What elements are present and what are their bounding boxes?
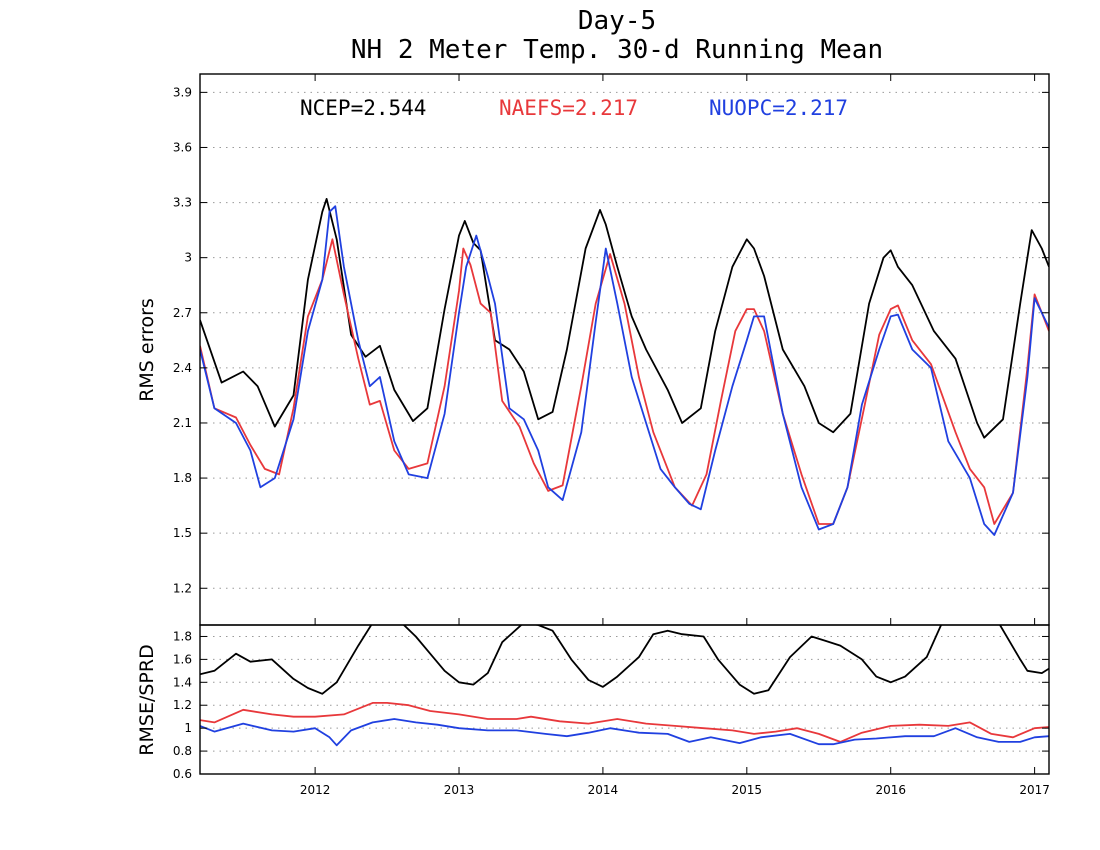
- legend-entry-nuopc: NUOPC=2.217: [709, 96, 848, 120]
- top-y-tick-label: 2.1: [173, 416, 192, 430]
- top-series-line-1: [200, 238, 1049, 525]
- x-tick-label: 2016: [875, 783, 906, 797]
- top-panel-frame: [199, 73, 1050, 626]
- x-tick-label: 2017: [1019, 783, 1050, 797]
- bottom-series-line-0: [200, 625, 1049, 695]
- top-y-tick-label: 3.6: [173, 140, 192, 154]
- chart-title: Day-5: [578, 6, 656, 36]
- legend-entry-naefs: NAEFS=2.217: [499, 96, 638, 120]
- bottom-y-tick-label: 1.2: [173, 698, 192, 712]
- bottom-panel-grid: [200, 635, 1049, 775]
- chart-subtitle: NH 2 Meter Temp. 30-d Running Mean: [351, 35, 883, 65]
- bottom-series-line-2: [200, 718, 1049, 747]
- top-y-tick-label: 2.4: [173, 361, 192, 375]
- bottom-y-axis-label: RMSE/SPRD: [136, 644, 158, 755]
- bottom-y-tick-label: 0.8: [173, 744, 192, 758]
- x-tick-label: 2014: [588, 783, 619, 797]
- top-y-tick-label: 1.8: [173, 471, 192, 485]
- bottom-panel-series: [200, 625, 1049, 747]
- bottom-y-axis-ticks: 0.6 0.8 1 1.2 1.4 1.6 1.8: [173, 629, 1049, 781]
- bottom-series-line-1: [200, 702, 1049, 743]
- bottom-y-tick-label: 1: [184, 721, 192, 735]
- top-y-tick-label: 3: [184, 251, 192, 265]
- bottom-y-tick-label: 1.8: [173, 629, 192, 643]
- bottom-panel-frame: [199, 624, 1050, 775]
- top-y-tick-label: 2.7: [173, 306, 192, 320]
- x-tick-label: 2015: [732, 783, 763, 797]
- x-tick-label: 2013: [444, 783, 475, 797]
- top-panel-series: [200, 197, 1049, 536]
- top-y-tick-label: 3.3: [173, 196, 192, 210]
- legend-entry-ncep: NCEP=2.544: [300, 96, 426, 120]
- bottom-y-tick-label: 0.6: [173, 767, 192, 781]
- top-series-line-2: [200, 205, 1049, 536]
- bottom-y-tick-label: 1.6: [173, 652, 192, 666]
- x-tick-label: 2012: [300, 783, 331, 797]
- x-axis-ticks: 2012 2013 2014 2015 2016 2017: [300, 74, 1050, 797]
- top-y-axis-ticks: 1.2 1.5 1.8 2.1 2.4 2.7 3 3.3 3.6 3.9: [173, 85, 1049, 595]
- top-y-tick-label: 1.2: [173, 581, 192, 595]
- top-y-tick-label: 3.9: [173, 85, 192, 99]
- bottom-y-tick-label: 1.4: [173, 675, 192, 689]
- top-y-tick-label: 1.5: [173, 526, 192, 540]
- legend: NCEP=2.544 NAEFS=2.217 NUOPC=2.217: [300, 96, 848, 120]
- top-y-axis-label: RMS errors: [136, 298, 158, 402]
